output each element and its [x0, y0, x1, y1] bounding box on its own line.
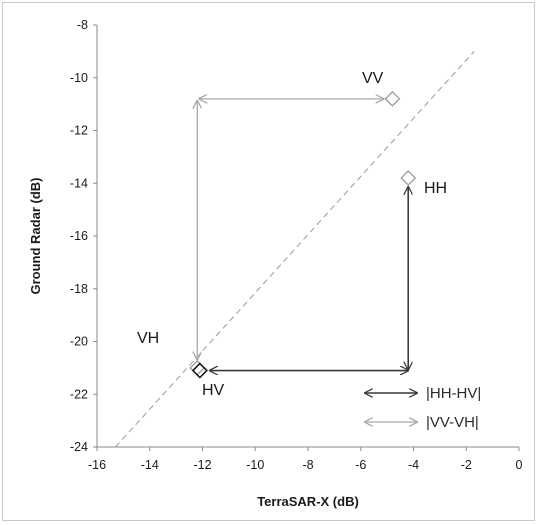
x-tick-label: -4 — [408, 458, 419, 472]
legend-vv-vh-label: |VV-VH| — [426, 414, 479, 431]
x-tick-label: -12 — [193, 458, 211, 472]
label-hv: HV — [202, 382, 225, 399]
legend-hh-hv-label: |HH-HV| — [426, 385, 481, 402]
y-tick-label: -24 — [70, 440, 88, 454]
x-tick-label: 0 — [516, 458, 523, 472]
y-tick-label: -16 — [70, 229, 88, 243]
chart-frame — [2, 2, 535, 521]
y-tick-label: -18 — [70, 282, 88, 296]
y-tick-label: -8 — [77, 18, 88, 32]
y-tick-label: -12 — [70, 124, 88, 138]
y-tick-label: -10 — [70, 71, 88, 85]
ticks-group: -16 -14 -12 -10 -8 -6 -4 -2 0-8-10-12-14-16-18-2… — [70, 18, 523, 472]
x-axis-title: TerraSAR-X (dB) — [257, 494, 359, 509]
one-to-one-line — [115, 51, 475, 448]
legend: |HH-HV| |VV-VH| — [365, 385, 481, 431]
label-vv: VV — [362, 70, 384, 87]
point-hh — [400, 170, 417, 186]
label-vh: VH — [137, 330, 159, 347]
x-tick-label: -6 — [355, 458, 366, 472]
point-hv — [191, 362, 208, 379]
point-vh — [189, 359, 206, 376]
x-tick-label: -14 — [141, 458, 159, 472]
y-axis-title: Ground Radar (dB) — [28, 178, 43, 295]
x-tick-label: -8 — [302, 458, 313, 472]
y-tick-label: -22 — [70, 387, 88, 401]
x-tick-label: -10 — [246, 458, 264, 472]
x-tick-label: -16 — [88, 458, 106, 472]
y-tick-label: -14 — [70, 176, 88, 190]
x-tick-label: -2 — [461, 458, 472, 472]
y-tick-label: -20 — [70, 335, 88, 349]
point-vv — [384, 90, 401, 107]
label-hh: HH — [424, 180, 447, 197]
